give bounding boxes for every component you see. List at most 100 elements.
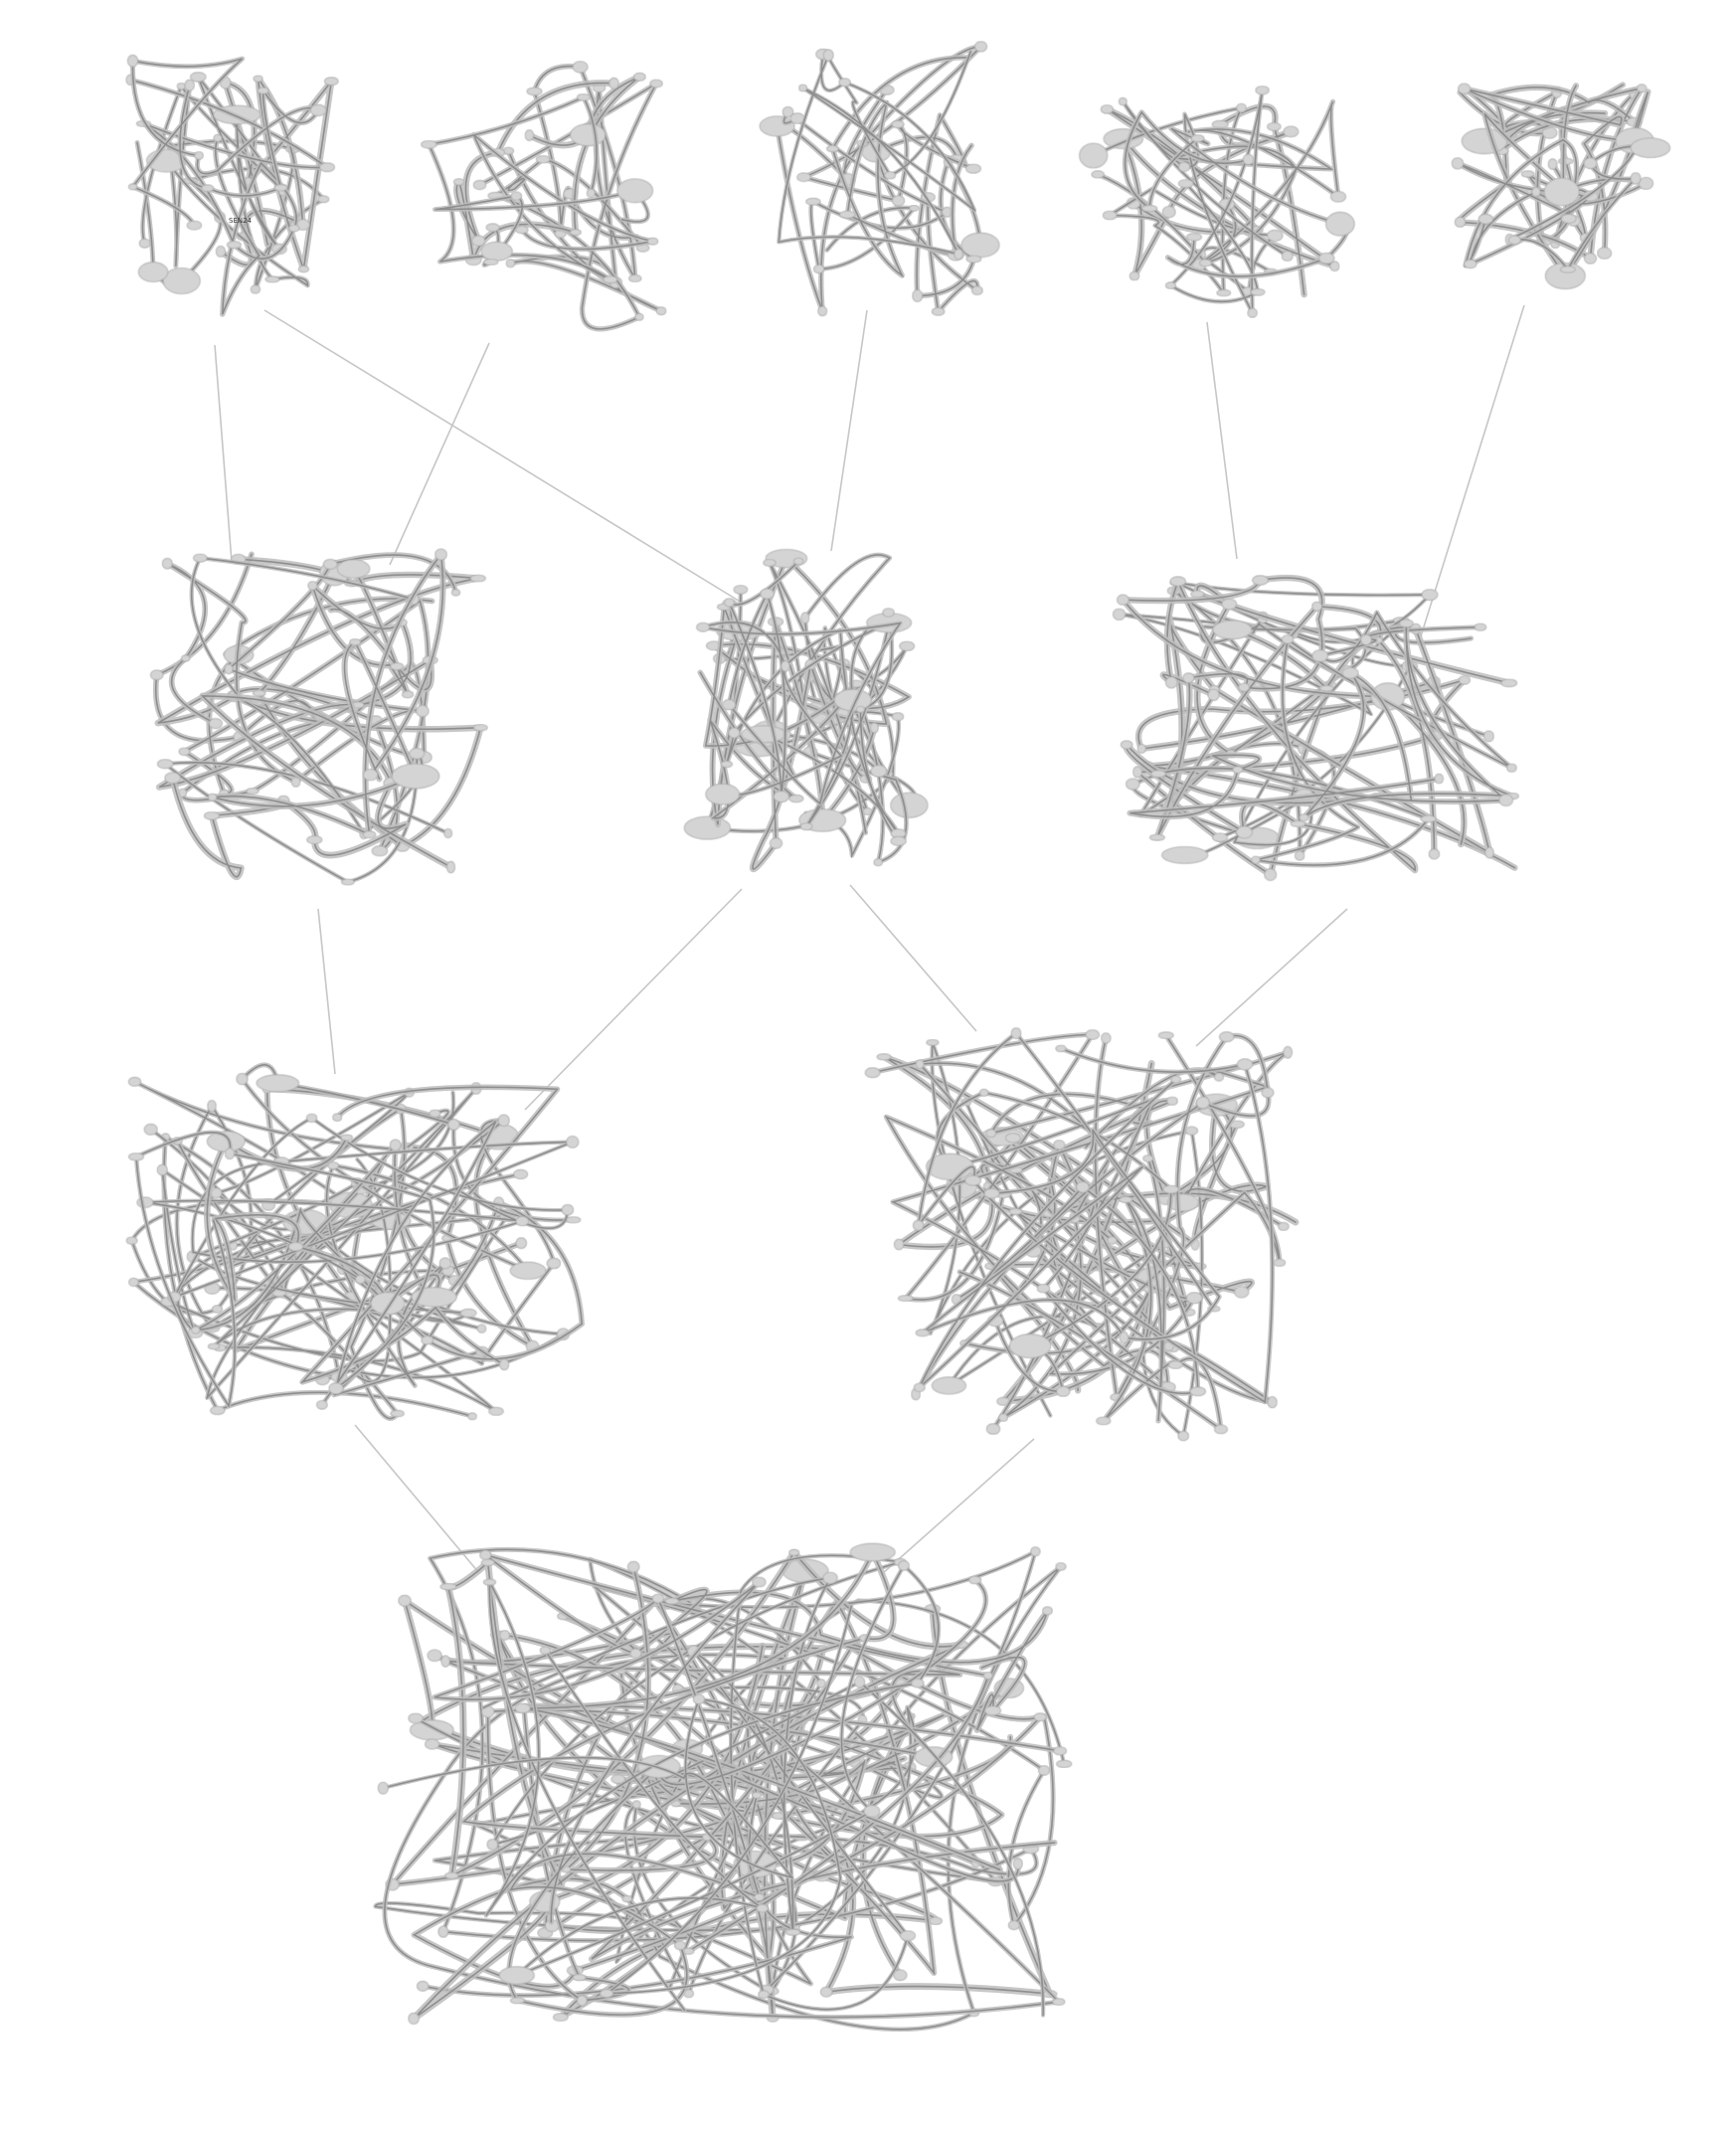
structure-bead xyxy=(306,835,323,844)
structure-bead xyxy=(427,1649,442,1663)
structure-bead xyxy=(273,184,288,192)
structure-bead xyxy=(728,727,741,739)
connector-c2-d1 xyxy=(881,1438,1035,1575)
structure-bead xyxy=(1421,589,1439,601)
structure-bead xyxy=(1007,1920,1020,1931)
structure-bead xyxy=(328,1382,344,1395)
structure-bead xyxy=(1251,855,1261,864)
structure-b1 xyxy=(149,548,488,886)
structure-bead xyxy=(649,79,663,89)
structure-bead xyxy=(1474,622,1487,631)
structure-bead xyxy=(1128,270,1140,281)
structure-bead xyxy=(336,559,371,579)
structure-bead xyxy=(864,1067,881,1079)
structure-bead xyxy=(870,765,888,778)
structure-bead xyxy=(1454,216,1467,228)
structure-strand-core xyxy=(131,58,320,227)
structure-bead xyxy=(1325,211,1355,237)
structure-strand-core xyxy=(171,695,452,878)
structure-bead xyxy=(215,245,226,258)
structure-bead xyxy=(439,1583,457,1591)
structure-bead xyxy=(156,1163,168,1176)
structure-bead xyxy=(1190,134,1205,143)
structure-bead xyxy=(1033,1712,1047,1722)
structure-bead xyxy=(390,662,405,671)
structure-bead xyxy=(1267,1396,1278,1409)
structure-bead xyxy=(524,129,535,141)
structure-bead xyxy=(873,858,883,867)
structure-bead xyxy=(705,783,740,805)
structure-bead xyxy=(391,763,440,790)
structure-strand-core xyxy=(917,1031,1274,1404)
structure-bead xyxy=(1329,191,1347,203)
structure-bead xyxy=(488,1406,504,1416)
structure-bead xyxy=(696,621,710,632)
structure-bead xyxy=(409,747,426,760)
structure-strand-core xyxy=(144,1117,574,1299)
structure-bead xyxy=(931,307,946,316)
structure-bead xyxy=(252,689,266,697)
structure-bead xyxy=(915,1329,930,1337)
structure-bead xyxy=(483,258,499,266)
structure-bead xyxy=(1030,1546,1041,1557)
structure-a4 xyxy=(1079,86,1355,318)
structure-bead xyxy=(763,559,777,567)
connector-a1-b2 xyxy=(263,309,743,604)
structure-bead xyxy=(1101,1032,1112,1044)
structure-bead xyxy=(954,248,963,261)
structure-bead xyxy=(1560,266,1576,273)
structure-bead xyxy=(178,747,191,757)
structure-bead xyxy=(1113,608,1127,621)
structure-bead xyxy=(1214,1072,1225,1082)
structure-bead xyxy=(1053,1140,1066,1151)
structure-strand-core xyxy=(135,1121,497,1408)
structure-bead xyxy=(616,178,653,204)
structure-bead xyxy=(472,179,487,191)
structure-bead xyxy=(869,722,879,734)
connector-b1-c1 xyxy=(317,908,336,1075)
structure-bead xyxy=(722,699,737,711)
structure-bead xyxy=(1165,281,1177,289)
structure-a2 xyxy=(421,61,667,332)
structure-bead xyxy=(1120,740,1133,750)
structure-bead xyxy=(226,241,242,250)
structure-bead xyxy=(1169,576,1186,587)
structure-bead xyxy=(1399,619,1414,628)
structure-bead xyxy=(968,1575,982,1585)
structure-bead xyxy=(899,640,916,651)
structure-bead xyxy=(149,669,164,681)
structure-bead xyxy=(1299,813,1309,822)
structure-bead xyxy=(1267,229,1284,242)
structure-bead xyxy=(1118,96,1128,106)
structure-strand-core xyxy=(382,1605,852,1995)
structure-bead xyxy=(287,1241,303,1252)
structure-bead xyxy=(421,1335,434,1345)
structure-bead xyxy=(207,1342,221,1350)
structure-bead xyxy=(805,197,821,206)
structure-bead xyxy=(190,72,207,83)
structure-bead xyxy=(1341,667,1359,679)
structure-bead xyxy=(332,1113,343,1122)
structure-bead xyxy=(577,93,591,101)
connector-a2-b1 xyxy=(389,342,490,566)
structure-bead xyxy=(634,312,644,321)
structure-bead xyxy=(781,660,790,672)
structure-bead xyxy=(1012,1858,1023,1870)
structure-bead xyxy=(186,220,203,231)
structure-bead xyxy=(256,1074,299,1093)
structure-bead xyxy=(884,171,897,180)
structure-bead xyxy=(1038,1765,1051,1776)
structure-bead xyxy=(1428,848,1441,860)
structure-bead xyxy=(631,1800,641,1809)
structure-bead xyxy=(915,1059,925,1069)
structure-bead xyxy=(1186,233,1203,242)
structure-strand-core xyxy=(929,1042,1203,1438)
structure-bead xyxy=(193,553,208,563)
structure-bead xyxy=(398,1594,412,1607)
structure-bead xyxy=(971,285,983,296)
structure-bead xyxy=(485,223,500,233)
structure-bead xyxy=(1056,1759,1073,1769)
structure-bead xyxy=(515,1215,530,1227)
structure-bead xyxy=(1141,205,1158,213)
structure-bead xyxy=(371,845,389,857)
